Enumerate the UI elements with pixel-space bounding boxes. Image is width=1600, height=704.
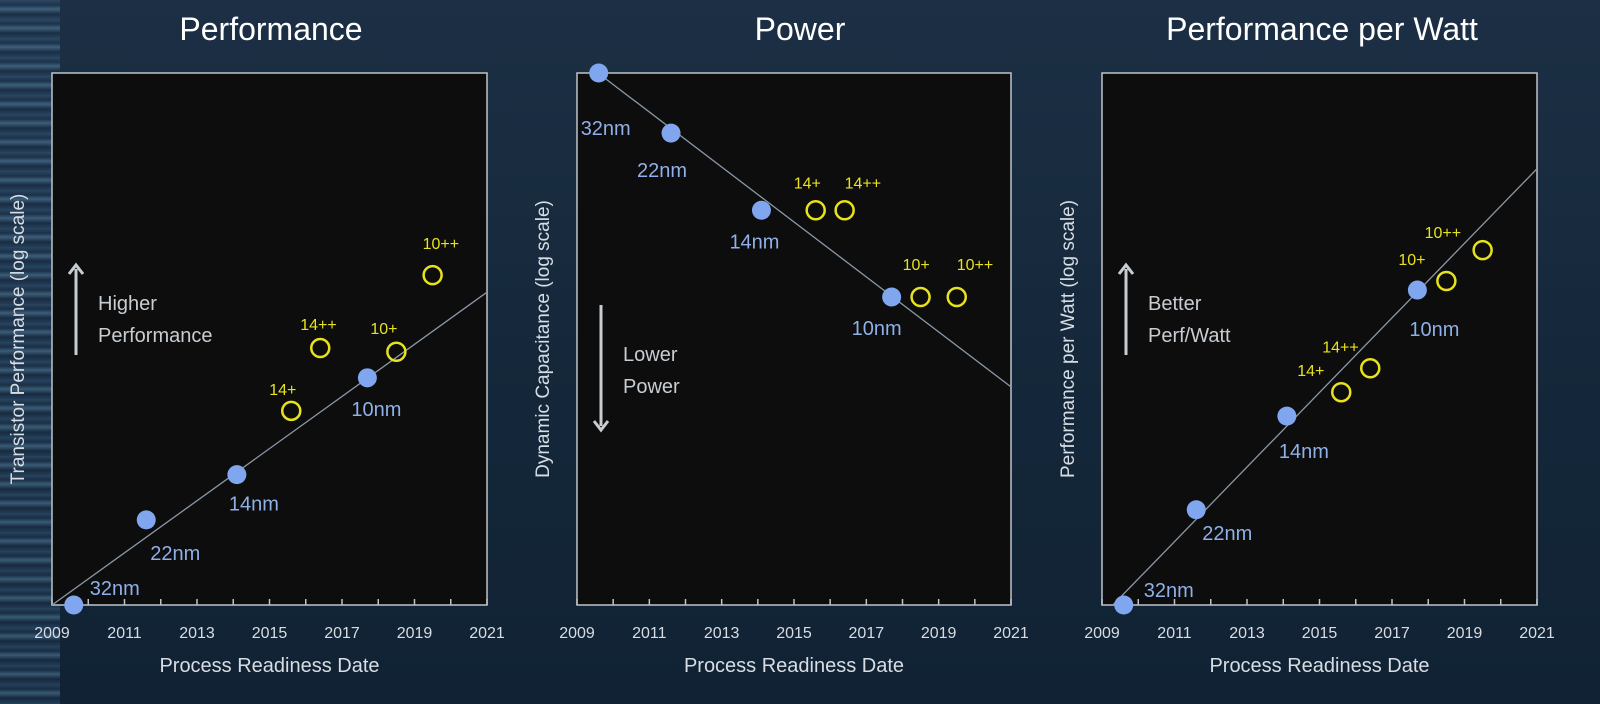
process-node-label: 22nm bbox=[150, 543, 200, 565]
process-node-point bbox=[751, 200, 771, 220]
optimization-point bbox=[834, 200, 855, 221]
optimization-point bbox=[422, 264, 443, 286]
process-node-label: 22nm bbox=[1202, 523, 1252, 545]
x-tick-label: 2011 bbox=[632, 625, 667, 642]
background-streaks bbox=[0, 0, 60, 704]
x-tick-label: 2019 bbox=[397, 625, 433, 642]
process-node-label: 14nm bbox=[1279, 441, 1329, 463]
optimization-point bbox=[1436, 270, 1457, 292]
x-axis-label: Process Readiness Date bbox=[159, 655, 379, 677]
trend-line bbox=[52, 291, 487, 605]
optimization-label: 14+ bbox=[1297, 363, 1324, 380]
annotation-text: Performance bbox=[98, 325, 213, 347]
x-tick-label: 2013 bbox=[1229, 625, 1265, 642]
x-tick-label: 2009 bbox=[559, 625, 595, 642]
process-node-point bbox=[136, 510, 156, 530]
process-node-label: 22nm bbox=[637, 160, 687, 182]
trend-line bbox=[1112, 168, 1537, 605]
plot-area bbox=[576, 72, 1012, 606]
optimization-point bbox=[910, 286, 931, 308]
optimization-label: 14++ bbox=[1322, 339, 1358, 356]
process-node-point bbox=[227, 465, 247, 485]
y-axis-label: Transistor Performance (log scale) bbox=[8, 194, 29, 485]
x-tick-label: 2017 bbox=[849, 625, 885, 642]
process-node-label: 32nm bbox=[581, 118, 631, 140]
process-node-point bbox=[357, 368, 377, 388]
x-tick-label: 2011 bbox=[107, 625, 142, 642]
y-axis-label: Performance per Watt (log scale) bbox=[1058, 200, 1079, 478]
optimization-point bbox=[1331, 381, 1352, 403]
arrow-head bbox=[592, 420, 610, 433]
x-tick-label: 2019 bbox=[921, 625, 957, 642]
optimization-label: 10++ bbox=[423, 236, 459, 253]
optimization-label: 14++ bbox=[845, 175, 881, 192]
trend-line bbox=[596, 73, 1011, 388]
optimization-label: 10++ bbox=[957, 257, 993, 274]
x-tick-label: 2017 bbox=[1374, 625, 1410, 642]
x-tick-label: 2019 bbox=[1447, 625, 1483, 642]
y-axis-label: Dynamic Capacitance (log scale) bbox=[533, 200, 554, 478]
optimization-label: 14+ bbox=[794, 175, 821, 192]
optimization-point bbox=[281, 400, 302, 422]
optimization-label: 10++ bbox=[1425, 225, 1461, 242]
x-tick-label: 2021 bbox=[1519, 625, 1555, 642]
optimization-point bbox=[310, 337, 331, 359]
process-node-label: 14nm bbox=[229, 494, 279, 516]
annotation-text: Higher bbox=[98, 293, 157, 315]
x-tick-label: 2021 bbox=[993, 625, 1029, 642]
x-tick-label: 2015 bbox=[252, 625, 288, 642]
optimization-label: 10+ bbox=[370, 321, 397, 338]
x-tick-label: 2011 bbox=[1157, 625, 1192, 642]
process-node-point bbox=[1114, 595, 1134, 615]
plot-area bbox=[51, 72, 488, 606]
x-tick-label: 2017 bbox=[324, 625, 360, 642]
chart-title: Performance bbox=[179, 11, 362, 47]
chart-panel-0: Performance 2009 2011 2013 2015 2017 2019 2021 P… bbox=[8, 11, 505, 677]
chart-title: Power bbox=[755, 11, 846, 47]
optimization-label: 14+ bbox=[269, 382, 296, 399]
chart-panel-1: Power 2009 2011 2013 2015 2017 2019 2021 Process… bbox=[533, 11, 1029, 677]
optimization-label: 10+ bbox=[903, 257, 930, 274]
annotation-text: Lower bbox=[623, 344, 678, 366]
optimization-label: 14++ bbox=[300, 317, 336, 334]
optimization-point bbox=[1472, 239, 1493, 261]
x-axis-label: Process Readiness Date bbox=[1209, 655, 1429, 677]
x-tick-label: 2015 bbox=[776, 625, 812, 642]
process-node-label: 32nm bbox=[1144, 580, 1194, 602]
arrow-head bbox=[67, 262, 85, 275]
plot-area bbox=[1101, 72, 1538, 606]
process-node-point bbox=[661, 123, 681, 143]
x-tick-label: 2013 bbox=[179, 625, 215, 642]
process-node-point bbox=[64, 595, 84, 615]
x-axis-label: Process Readiness Date bbox=[684, 655, 904, 677]
process-node-label: 14nm bbox=[729, 231, 779, 253]
annotation-text: Power bbox=[623, 376, 680, 398]
chart-panel-2: Performance per Watt 2009 2011 2013 2015 2017… bbox=[1058, 11, 1555, 677]
annotation-text: Perf/Watt bbox=[1148, 325, 1231, 347]
process-node-label: 10nm bbox=[351, 399, 401, 421]
x-tick-label: 2013 bbox=[704, 625, 740, 642]
process-node-point bbox=[1277, 406, 1297, 426]
process-node-point bbox=[1407, 280, 1427, 300]
process-node-point bbox=[882, 287, 902, 307]
arrow-head bbox=[1117, 262, 1135, 275]
process-node-label: 10nm bbox=[852, 318, 902, 340]
x-tick-label: 2009 bbox=[1084, 625, 1120, 642]
optimization-point bbox=[946, 286, 967, 308]
x-tick-label: 2009 bbox=[34, 625, 70, 642]
optimization-point bbox=[386, 341, 407, 363]
annotation-text: Better bbox=[1148, 293, 1202, 315]
chart-title: Performance per Watt bbox=[1166, 11, 1478, 47]
x-tick-label: 2015 bbox=[1302, 625, 1338, 642]
process-node-point bbox=[1186, 500, 1206, 520]
optimization-label: 10+ bbox=[1398, 252, 1425, 269]
optimization-point bbox=[1360, 358, 1381, 379]
process-node-label: 32nm bbox=[90, 578, 140, 600]
optimization-point bbox=[805, 200, 826, 221]
process-node-label: 10nm bbox=[1409, 319, 1459, 341]
process-node-point bbox=[589, 63, 609, 83]
x-tick-label: 2021 bbox=[469, 625, 505, 642]
